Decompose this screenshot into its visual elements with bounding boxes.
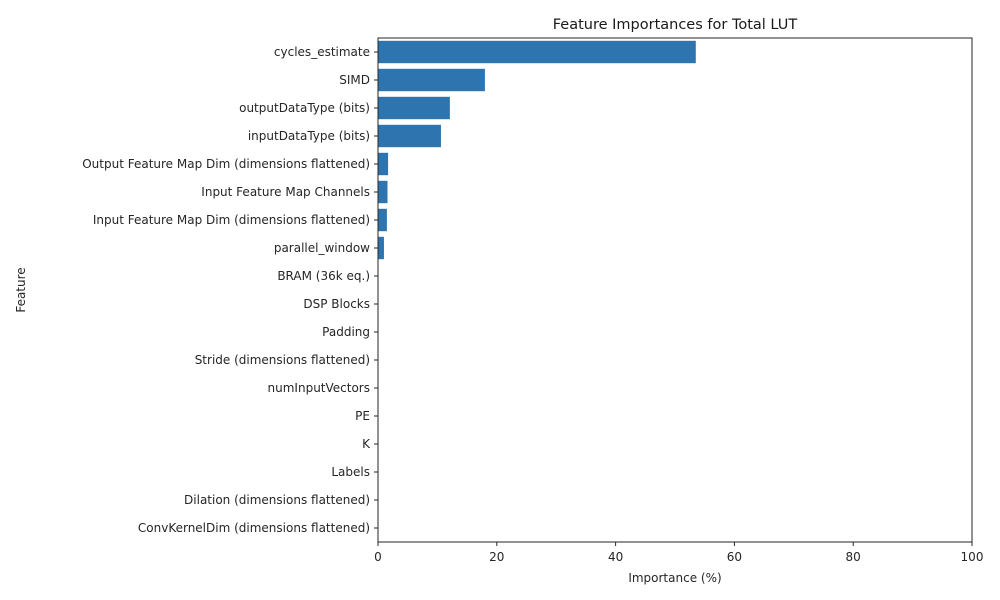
y-tick-label: Input Feature Map Channels xyxy=(201,185,370,199)
bar-1 xyxy=(378,68,485,92)
bar-6 xyxy=(378,208,387,232)
y-tick-label: Output Feature Map Dim (dimensions flatt… xyxy=(82,157,370,171)
bar-0 xyxy=(378,40,696,64)
bar-7 xyxy=(378,236,384,260)
x-axis-ticks: 0 20 40 60 80 100 xyxy=(374,542,983,564)
x-tick-label: 80 xyxy=(846,550,861,564)
x-tick-label: 60 xyxy=(727,550,742,564)
y-tick-label: Input Feature Map Dim (dimensions flatte… xyxy=(93,213,370,227)
plot-frame xyxy=(377,37,973,543)
y-tick-label: numInputVectors xyxy=(268,381,370,395)
bar-5 xyxy=(378,180,388,204)
x-axis-label: Importance (%) xyxy=(628,571,721,585)
y-tick-label: BRAM (36k eq.) xyxy=(277,269,370,283)
bar-3 xyxy=(378,124,441,148)
y-tick-label: K xyxy=(362,437,371,451)
y-tick-label: Dilation (dimensions flattened) xyxy=(184,493,370,507)
bars-group xyxy=(378,40,696,260)
y-tick-label: SIMD xyxy=(339,73,370,87)
y-tick-label: Labels xyxy=(331,465,370,479)
y-tick-label: outputDataType (bits) xyxy=(239,101,370,115)
y-axis-ticks: cycles_estimate SIMD outputDataType (bits)… xyxy=(82,45,378,535)
y-tick-label: DSP Blocks xyxy=(303,297,370,311)
y-tick-label: inputDataType (bits) xyxy=(248,129,370,143)
x-tick-label: 20 xyxy=(489,550,504,564)
y-tick-label: Padding xyxy=(322,325,370,339)
y-axis-label: Feature xyxy=(14,267,28,312)
y-tick-label: PE xyxy=(355,409,370,423)
y-tick-label: ConvKernelDim (dimensions flattened) xyxy=(138,521,370,535)
y-tick-label: Stride (dimensions flattened) xyxy=(195,353,370,367)
x-tick-label: 0 xyxy=(374,550,382,564)
bar-2 xyxy=(378,96,450,120)
x-tick-label: 100 xyxy=(961,550,984,564)
x-tick-label: 40 xyxy=(608,550,623,564)
y-tick-label: parallel_window xyxy=(274,241,370,255)
y-tick-label: cycles_estimate xyxy=(274,45,370,59)
bar-4 xyxy=(378,152,389,176)
chart-title: Feature Importances for Total LUT xyxy=(553,17,798,33)
